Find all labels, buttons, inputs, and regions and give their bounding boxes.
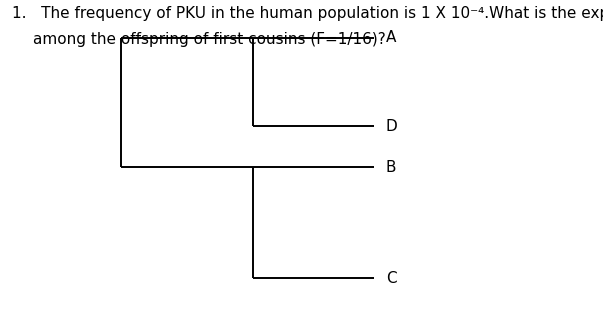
Text: C: C (386, 270, 397, 286)
Text: 1.   The frequency of PKU in the human population is 1 X 10⁻⁴.What is the expect: 1. The frequency of PKU in the human pop… (12, 6, 603, 21)
Text: among the offspring of first cousins (F=1/16)?: among the offspring of first cousins (F=… (33, 32, 386, 46)
Text: B: B (386, 160, 396, 175)
Text: A: A (386, 30, 396, 46)
Text: D: D (386, 119, 397, 134)
